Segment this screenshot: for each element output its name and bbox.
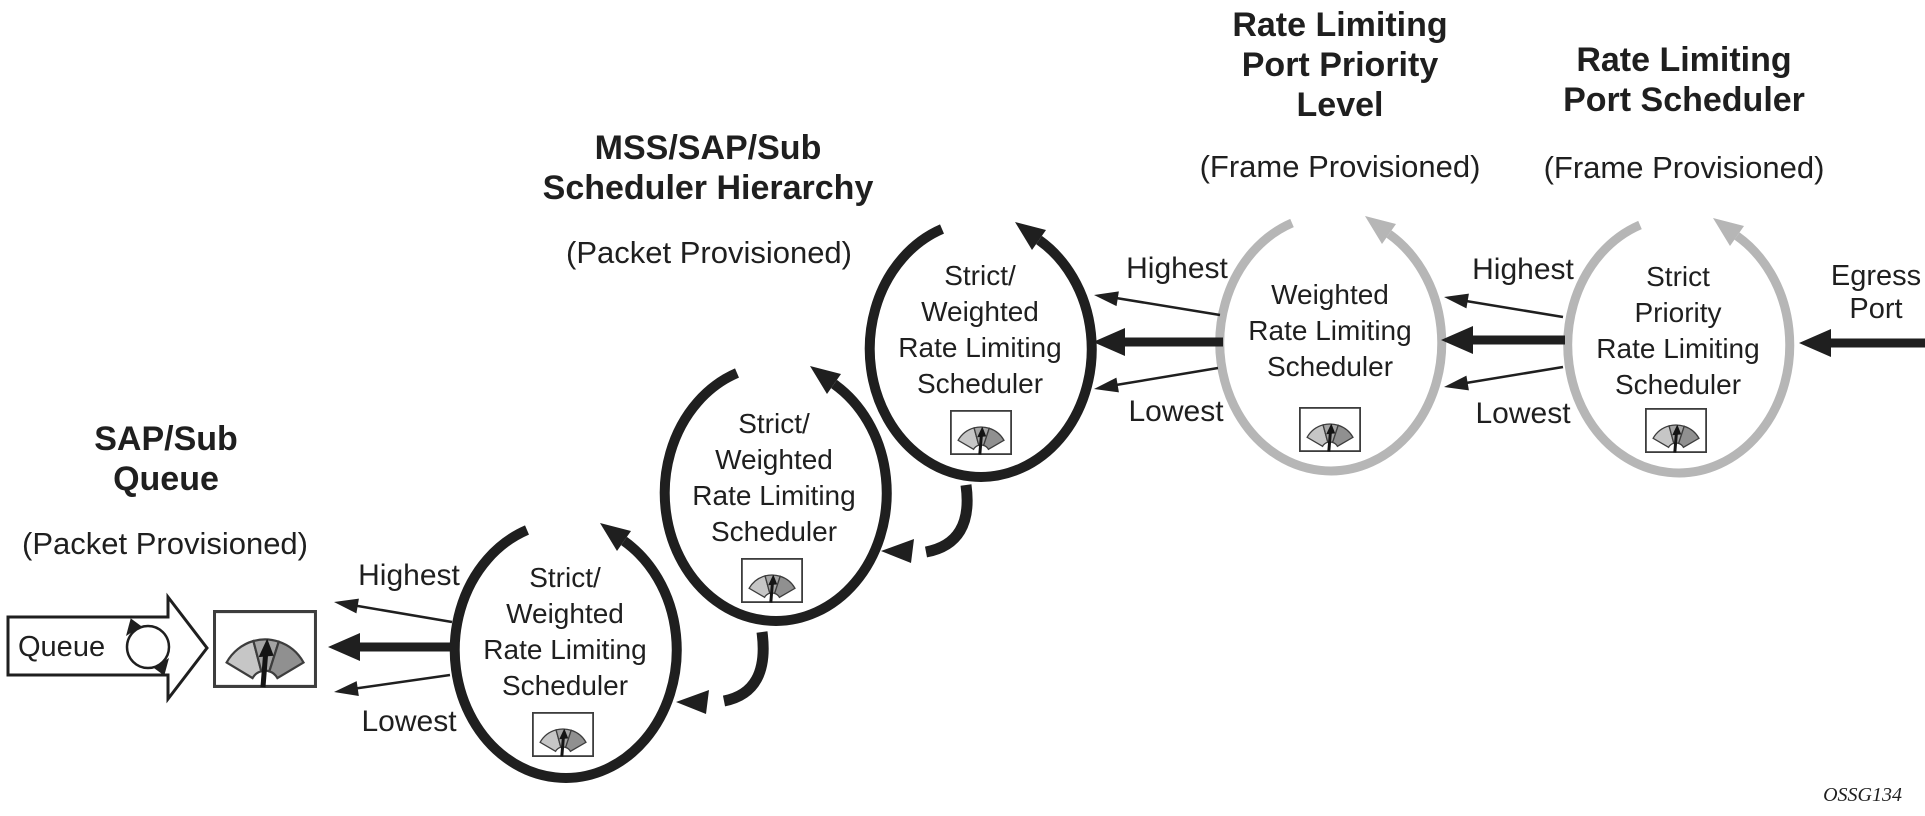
- title-line: Port Scheduler: [1563, 81, 1805, 119]
- scheduler-label-line: Priority: [1634, 297, 1722, 328]
- queue-stage-title: SAP/Sub Queue: [94, 419, 238, 499]
- highest-label: Highest: [1126, 252, 1228, 285]
- egress-label-line: Port: [1849, 293, 1903, 325]
- highest-label: Highest: [358, 559, 460, 592]
- scheduler-label-line: Weighted: [506, 598, 624, 629]
- service-arrow: [1441, 326, 1565, 354]
- queue-block-arrow: [6, 592, 209, 704]
- scheduler-label-line: Scheduler: [1266, 351, 1394, 382]
- scheduler-label-line: Strict/: [529, 562, 601, 593]
- scheduler-label-line: Strict/: [738, 408, 810, 439]
- scheduler-label-line: Weighted: [715, 444, 833, 475]
- gauge-icon: [740, 557, 804, 604]
- title-line: Level: [1296, 86, 1384, 124]
- scheduler-label-line: Rate Limiting: [692, 480, 856, 511]
- egress-port-label: Egress Port: [1831, 260, 1921, 326]
- lowest-arrow: [1444, 365, 1564, 391]
- figure-id-label: OSSG134: [1823, 784, 1902, 806]
- scheduler-label-line: Weighted: [921, 296, 1039, 327]
- lowest-arrow: [1094, 366, 1219, 393]
- gauge-icon: [1644, 407, 1708, 454]
- scheduler-label-line: Scheduler: [710, 516, 838, 547]
- port-scheduler-label: Strict Priority Rate Limiting Scheduler: [1596, 259, 1759, 403]
- lowest-label: Lowest: [361, 705, 457, 738]
- mss-scheduler-circle-1: [449, 523, 682, 783]
- gauge-icon: [1298, 406, 1362, 453]
- priority-arrows-queue: [328, 598, 453, 696]
- title-line: MSS/SAP/Sub: [594, 129, 822, 167]
- highest-arrow: [1444, 293, 1564, 319]
- port-scheduler-stage-title: Rate Limiting Port Scheduler: [1563, 40, 1805, 120]
- scheduler-label-line: Scheduler: [1614, 369, 1742, 400]
- hierarchy-connector-arrow-top: [881, 484, 973, 563]
- title-line: Port Priority: [1241, 46, 1439, 84]
- scheduler-label-line: Rate Limiting: [1596, 333, 1760, 364]
- highest-arrow: [334, 598, 453, 624]
- title-line: Rate Limiting: [1232, 6, 1448, 44]
- port-priority-scheduler-circle: [1215, 216, 1447, 476]
- service-arrow: [328, 633, 453, 661]
- scheduler-label-line: Rate Limiting: [483, 634, 647, 665]
- service-arrow: [1093, 328, 1223, 356]
- mss-scheduler-circle-3: [864, 222, 1097, 482]
- mss-scheduler-1-label: Strict/ Weighted Rate Limiting Scheduler: [483, 560, 646, 704]
- title-line: Rate Limiting: [1576, 41, 1792, 79]
- egress-label-line: Egress: [1830, 260, 1922, 292]
- cycle-icon: [125, 618, 171, 676]
- scheduler-label-line: Strict: [1646, 261, 1710, 292]
- port-priority-stage-title: Rate Limiting Port Priority Level: [1232, 5, 1447, 125]
- mss-stage-title: MSS/SAP/Sub Scheduler Hierarchy: [543, 128, 874, 208]
- port-priority-scheduler-label: Weighted Rate Limiting Scheduler: [1248, 277, 1411, 385]
- port-priority-stage-subtitle: (Frame Provisioned): [1199, 149, 1481, 184]
- mss-scheduler-2-label: Strict/ Weighted Rate Limiting Scheduler: [692, 406, 855, 550]
- priority-arrows-port-level: [1093, 291, 1223, 393]
- scheduler-label-line: Strict/: [944, 260, 1016, 291]
- scheduler-label-line: Weighted: [1271, 279, 1389, 310]
- hierarchy-connector-arrow-bottom: [676, 631, 769, 714]
- queue-label: Queue: [18, 631, 106, 663]
- mss-scheduler-3-label: Strict/ Weighted Rate Limiting Scheduler: [898, 258, 1061, 402]
- lowest-label: Lowest: [1475, 397, 1571, 430]
- gauge-icon: [531, 711, 595, 758]
- gauge-icon: [949, 409, 1013, 456]
- title-line: Scheduler Hierarchy: [542, 169, 874, 207]
- priority-arrows-port-scheduler: [1441, 293, 1565, 391]
- title-line: Queue: [113, 460, 219, 498]
- egress-port-arrow: [1799, 329, 1925, 357]
- scheduler-label-line: Rate Limiting: [898, 332, 1062, 363]
- highest-arrow: [1094, 291, 1221, 317]
- lowest-label: Lowest: [1128, 395, 1224, 428]
- scheduler-label-line: Scheduler: [916, 368, 1044, 399]
- mss-scheduler-circle-2: [659, 366, 892, 626]
- title-line: SAP/Sub: [94, 420, 238, 458]
- lowest-arrow: [334, 673, 451, 696]
- highest-label: Highest: [1472, 253, 1574, 286]
- queue-stage-subtitle: (Packet Provisioned): [21, 526, 309, 561]
- port-scheduler-stage-subtitle: (Frame Provisioned): [1543, 150, 1825, 185]
- scheduler-label-line: Scheduler: [501, 670, 629, 701]
- port-scheduler-circle: [1563, 218, 1795, 478]
- mss-stage-subtitle: (Packet Provisioned): [565, 235, 853, 270]
- gauge-icon: [215, 612, 316, 688]
- scheduler-label-line: Rate Limiting: [1248, 315, 1412, 346]
